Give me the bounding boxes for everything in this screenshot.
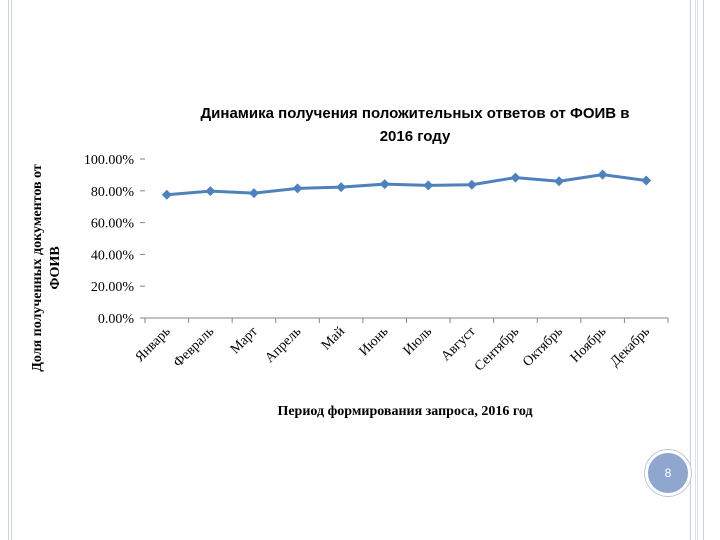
x-tick-label: Май [319,324,348,353]
y-tick-label: 20.00% [91,280,135,295]
x-tick-label: Сентябрь [472,324,522,374]
x-tick-label: Июнь [357,324,392,359]
data-point-marker [336,182,347,193]
page-number-badge: 8 [645,450,691,496]
x-tick-label: Август [439,324,479,364]
y-tick-label: 40.00% [91,248,135,263]
x-tick-label: Январь [133,324,174,365]
data-point-marker [292,183,303,194]
y-tick-label: 100.00% [84,153,135,168]
data-point-marker [379,179,390,190]
data-point-marker [641,175,652,186]
x-tick-label: Декабрь [608,324,653,369]
x-tick-label: Ноябрь [568,324,610,366]
y-tick-label: 0.00% [98,312,135,327]
data-point-marker [554,176,565,187]
data-point-marker [597,169,608,180]
y-axis-title: Доля полученных документов от ФОИВ [30,164,63,372]
page-number: 8 [664,466,672,480]
data-point-marker [205,186,216,197]
y-axis-title-line-1: Доля полученных документов от [30,164,45,372]
chart-title-line-1: Динамика получения положительных ответов… [200,105,629,122]
x-tick-label: Март [228,324,261,357]
data-point-marker [248,188,259,199]
data-point-marker [423,180,434,191]
x-tick-label: Июль [401,324,435,358]
series-line [165,173,648,197]
chart-title-line-2: 2016 году [380,128,451,145]
x-axis-title: Период формирования запроса, 2016 год [277,404,532,419]
data-point-marker [466,179,477,190]
x-tick-label: Октябрь [520,324,566,370]
slide-right-border [690,0,704,540]
data-point-marker [161,189,172,200]
slide-left-border [8,0,12,540]
y-axis-title-line-2: ФОИВ [48,246,63,289]
y-tick-label: 60.00% [91,217,135,232]
y-tick-label: 80.00% [91,185,135,200]
data-point-marker [510,172,521,183]
x-tick-label: Февраль [171,324,217,370]
x-tick-label: Апрель [263,324,305,366]
